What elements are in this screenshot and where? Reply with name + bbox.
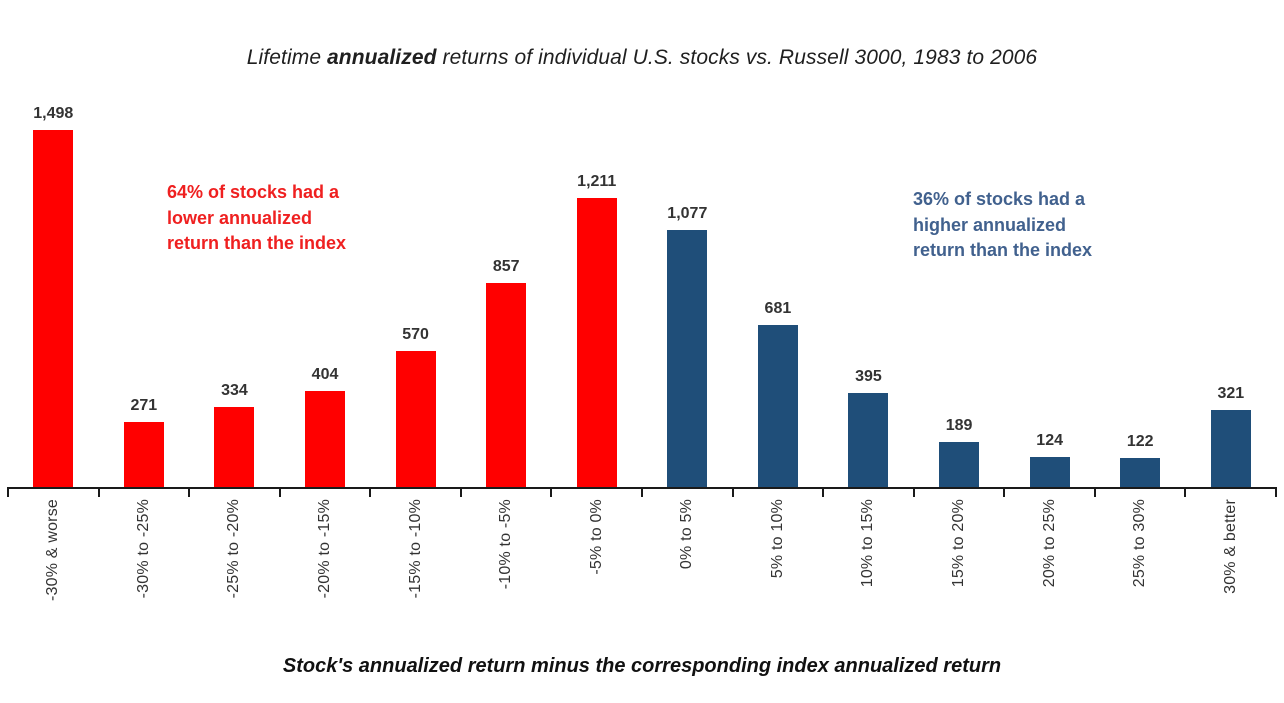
x-tick-label: 15% to 20% (950, 499, 968, 588)
bar-value-label: 570 (402, 326, 429, 343)
x-tick-label-cell: 25% to 30% (1095, 499, 1186, 649)
bar-value-label: 857 (492, 258, 520, 275)
bar-value-label: 321 (1217, 385, 1245, 402)
x-tick-label-cell: -5% to 0% (551, 499, 642, 649)
bar-value-label: 1,211 (577, 173, 617, 190)
x-axis-tick (459, 487, 462, 497)
bar-value-label: 271 (130, 397, 158, 414)
x-axis-labels: -30% & worse -30% to -25% -25% to -20% -20%… (8, 499, 1276, 649)
x-axis-tick (912, 487, 915, 497)
x-tick-label-cell: -15% to -10% (370, 499, 461, 649)
x-tick-label-cell: -30% to -25% (99, 499, 190, 649)
bar-value-label: 1,077 (667, 205, 708, 222)
bar-above-index (939, 442, 980, 487)
x-tick-label-cell: 5% to 10% (733, 499, 824, 649)
x-axis-ticks (7, 487, 1277, 497)
bar-cell: 321 (1186, 130, 1277, 487)
bar-above-index (1210, 410, 1251, 487)
x-tick-label-cell: 10% to 15% (823, 499, 914, 649)
x-tick-label-cell: -25% to -20% (189, 499, 280, 649)
x-axis-tick (1275, 487, 1277, 497)
x-tick-label-cell: 0% to 5% (642, 499, 733, 649)
bar-value-label: 122 (1126, 433, 1154, 450)
chart-title-suffix: returns of individual U.S. stocks vs. Ru… (436, 46, 1038, 69)
bar-cell: 334 (189, 130, 280, 487)
x-tick-label-cell: 20% to 25% (1004, 499, 1095, 649)
x-tick-label-cell: 15% to 20% (914, 499, 1005, 649)
bar-cell: 1,211 (551, 130, 642, 487)
bar-below-index (486, 283, 527, 487)
x-tick-label: -25% to -20% (225, 499, 243, 599)
x-tick-label: 20% to 25% (1040, 499, 1058, 588)
bar-value-label: 1,498 (33, 105, 74, 122)
x-axis-tick (188, 487, 191, 497)
bar-cell: 122 (1095, 130, 1186, 487)
bar-above-index (667, 230, 708, 487)
bar-below-index (576, 198, 617, 487)
bar-value-label: 681 (764, 300, 792, 317)
bar-value-label: 334 (221, 382, 248, 399)
x-tick-label: 0% to 5% (678, 499, 696, 570)
bar-above-index (848, 393, 889, 487)
bar-cell: 124 (1004, 130, 1095, 487)
bar-cell: 570 (370, 130, 461, 487)
bar-above-index (757, 325, 798, 487)
x-axis-tick (1093, 487, 1096, 497)
x-tick-label: 30% & better (1221, 499, 1239, 594)
x-axis-tick (1003, 487, 1006, 497)
x-tick-label: -15% to -10% (406, 499, 424, 599)
x-tick-label-cell: -10% to -5% (461, 499, 552, 649)
bar-below-index (305, 391, 346, 487)
bar-cell: 271 (99, 130, 190, 487)
x-axis-tick (731, 487, 734, 497)
bar-value-label: 189 (945, 417, 973, 434)
x-tick-label: -10% to -5% (497, 499, 515, 590)
x-tick-label-cell: -20% to -15% (280, 499, 371, 649)
bar-cell: 189 (914, 130, 1005, 487)
x-tick-label: -5% to 0% (587, 499, 605, 575)
bar-value-label: 395 (855, 368, 882, 385)
bar-cell: 681 (733, 130, 824, 487)
bar-below-index (214, 407, 255, 487)
x-tick-label: -20% to -15% (316, 499, 334, 599)
bar-cell: 395 (823, 130, 914, 487)
x-tick-label: 10% to 15% (859, 499, 877, 588)
x-axis-tick (822, 487, 825, 497)
bar-below-index (395, 351, 436, 487)
bar-cell: 857 (461, 130, 552, 487)
chart-title-emphasis: annualized (327, 46, 437, 69)
bar-value-label: 124 (1036, 432, 1063, 449)
annotation-lower-returns: 64% of stocks had a lower annualized ret… (167, 182, 347, 254)
bar-cell: 1,498 (8, 105, 99, 487)
bar-above-index (1029, 457, 1070, 487)
plot-area: 1,498 271 334 404 570 857 1,211 1,077 681 395 189 1… (8, 105, 1277, 487)
x-tick-label: -30% to -25% (134, 499, 152, 599)
bar-cell: 404 (280, 130, 371, 487)
bar-above-index (1120, 458, 1161, 487)
x-tick-label: 5% to 10% (768, 499, 786, 579)
x-axis-tick (550, 487, 553, 497)
x-tick-label-cell: 30% & better (1186, 499, 1277, 649)
chart-title: Lifetime annualized returns of individua… (0, 46, 1284, 70)
bar-below-index (123, 422, 164, 487)
x-tick-label: -30% & worse (44, 499, 62, 601)
bar-value-label: 404 (311, 366, 339, 383)
x-axis-tick (1184, 487, 1187, 497)
x-axis-tick (7, 487, 9, 497)
x-axis-title: Stock's annualized return minus the corr… (282, 655, 1002, 677)
x-axis-tick (641, 487, 643, 497)
x-tick-label: 25% to 30% (1131, 499, 1149, 588)
x-axis-tick (369, 487, 372, 497)
bar-below-index (33, 130, 74, 487)
x-axis-tick (278, 487, 281, 497)
annotation-higher-returns: 36% of stocks had a higher annualized re… (913, 189, 1093, 261)
x-tick-label-cell: -30% & worse (8, 499, 99, 649)
chart-title-prefix: Lifetime (246, 46, 328, 69)
x-axis-tick (97, 487, 100, 497)
bar-cell: 1,077 (642, 130, 733, 487)
